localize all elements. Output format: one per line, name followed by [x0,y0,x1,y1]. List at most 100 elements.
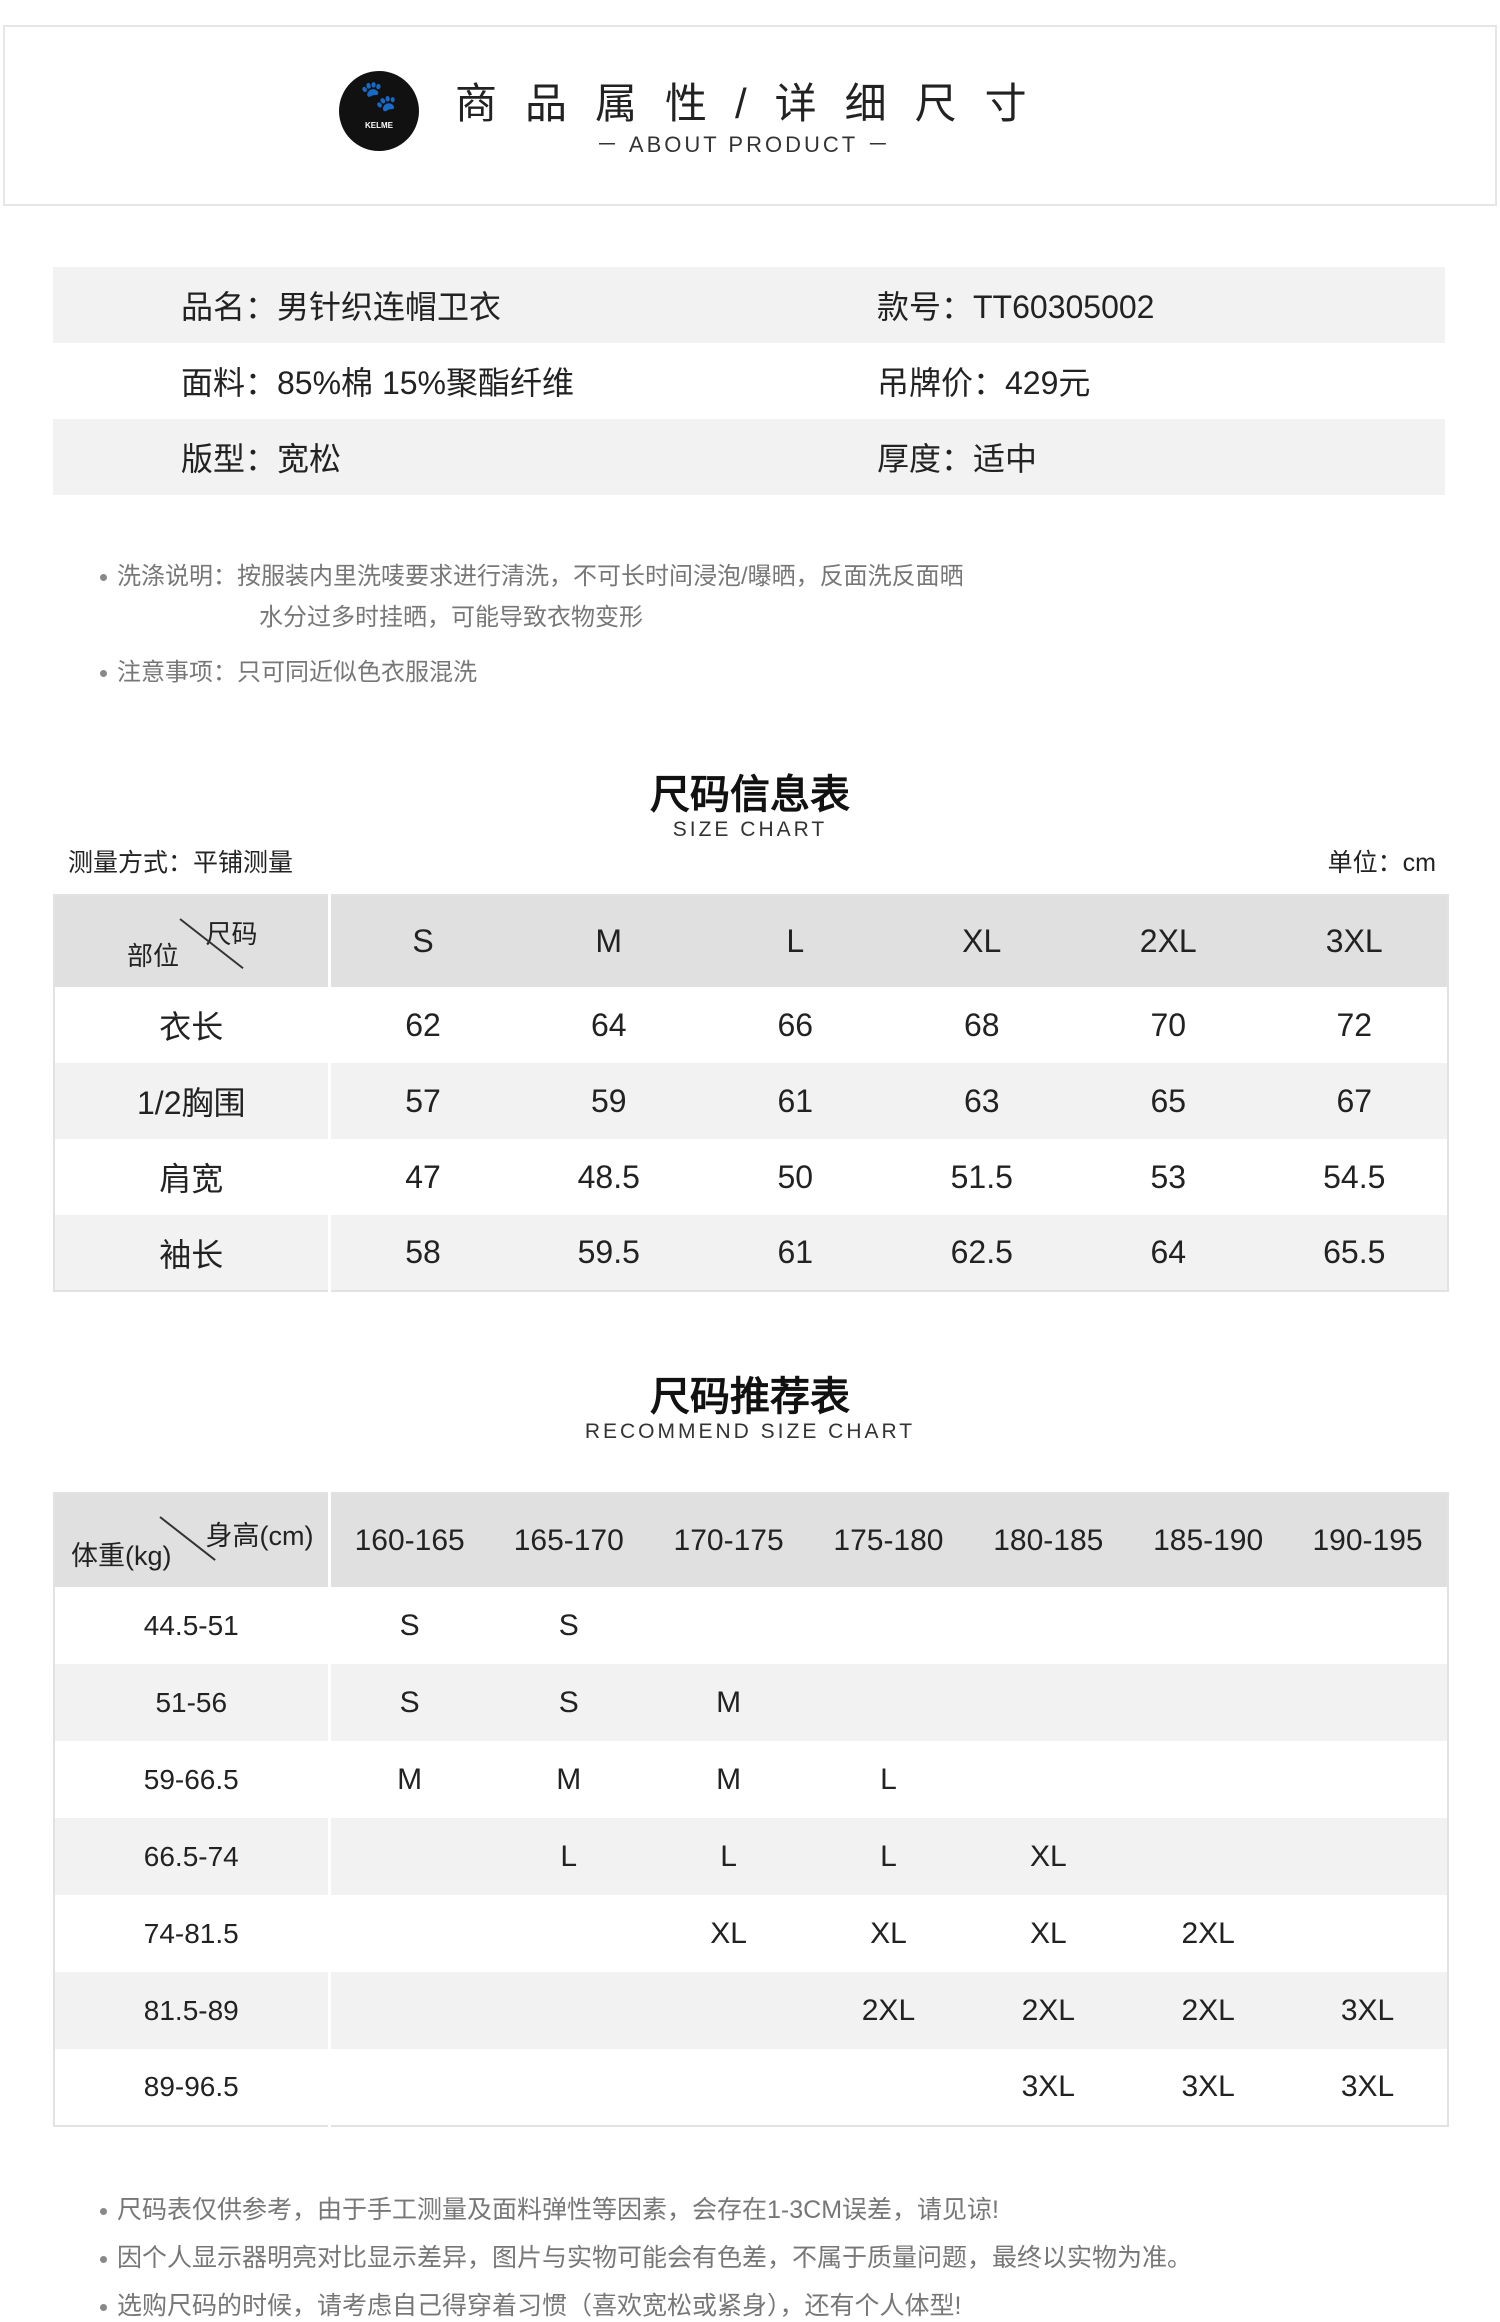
table-cell: 70 [1150,1006,1187,1043]
table-cell: 2XL [1181,1916,1235,1950]
column-header: S [329,895,516,987]
column-header: M [515,895,702,987]
table-cell: 68 [963,1006,1000,1043]
table-row: 89-96.5 3XL 3XL 3XL [54,2049,1448,2126]
table-cell: 59 [515,1063,702,1139]
table-row: 51-56 S S M [54,1664,1448,1741]
table-cell: 3XL [1021,2070,1075,2103]
table-cell [489,1895,649,1972]
size-chart-title: 尺码信息表 [650,773,850,817]
table-cell: M [397,1762,423,1796]
recommend-title: 尺码推荐表 [650,1375,850,1419]
column-header: 165-170 [488,1493,649,1587]
table-cell: 72 [1336,1006,1373,1043]
table-cell: 63 [888,1063,1075,1139]
table-row: 81.5-89 2XL 2XL 2XL 3XL [54,1972,1448,2049]
table-cell: 62 [405,1006,441,1043]
table-cell: 2XL [808,1972,969,2049]
table-cell: XL [968,1818,1129,1895]
table-cell: 65.5 [1261,1215,1448,1291]
bullet-icon [100,2303,107,2311]
table-cell: 57 [329,1063,516,1139]
table-cell: 2XL [968,1972,1129,2049]
table-cell: L [488,1818,649,1895]
table-cell [1128,1664,1289,1741]
corner-cell: 身高(cm) 体重(kg) [54,1493,331,1587]
row-label: 74-81.5 [54,1895,331,1972]
info-row: 版型：宽松 厚度：适中 [53,419,1445,495]
table-cell: S [329,1664,489,1741]
table-cell: 66 [777,1006,814,1043]
table-cell: S [488,1664,649,1741]
recommend-subtitle: RECOMMEND SIZE CHART [584,1420,916,1443]
wash-note: 洗涤说明：按服装内里洗唛要求进行清洗，不可长时间浸泡/曝晒，反面洗反面晒 [100,556,964,591]
info-row: 面料：85%棉 15%聚酯纤维 吊牌价：429元 [181,365,1091,401]
table-cell: 50 [777,1158,814,1195]
bullet-icon [100,574,107,582]
table-cell: S [399,1608,420,1642]
table-cell: 53 [1150,1158,1187,1195]
table-cell [808,1664,969,1741]
table-cell: M [556,1762,582,1796]
table-cell [968,1587,1128,1664]
table-row: 59-66.5 M M M L [54,1741,1448,1818]
table-cell: 64 [590,1006,627,1043]
table-cell: L [808,1818,969,1895]
table-cell [1128,1741,1288,1818]
bullet-icon [100,2255,107,2263]
column-header: 3XL [1261,895,1448,987]
table-row: 74-81.5 XL XL XL 2XL [54,1895,1448,1972]
table-cell [1288,1895,1448,1972]
measure-method: 测量方式：平铺测量 [68,849,294,877]
column-header: 2XL [1075,895,1262,987]
table-row: 66.5-74 L L L XL [54,1818,1448,1895]
table-cell [329,2049,489,2126]
info-row: 品名：男针织连帽卫衣 款号：TT60305002 [53,267,1445,343]
column-header: L [702,895,889,987]
table-cell [809,2049,969,2126]
table-cell: 61 [702,1063,889,1139]
table-cell: L [880,1762,897,1796]
table-cell: 59.5 [515,1215,702,1291]
bullet-icon [100,670,107,678]
table-cell [1288,1664,1448,1741]
row-label: 1/2胸围 [54,1063,331,1139]
table-cell: 65 [1075,1063,1262,1139]
footer-note: 尺码表仅供参考，由于手工测量及面料弹性等因素，会存在1-3CM误差，请见谅! [100,2190,999,2226]
table-cell: 64 [1075,1215,1262,1291]
kelme-logo: 🐾 KELME [339,71,419,151]
table-cell: S [558,1608,579,1642]
table-cell [1128,1587,1288,1664]
table-cell: 3XL [1288,1972,1448,2049]
table-cell [968,1741,1128,1818]
table-cell: 48.5 [577,1158,640,1195]
row-label: 51-56 [54,1664,331,1741]
table-cell: XL [710,1916,747,1950]
row-label: 89-96.5 [54,2049,331,2126]
table-cell [649,1587,809,1664]
column-header: XL [888,895,1075,987]
table-cell: L [648,1818,809,1895]
table-cell [329,1895,489,1972]
row-label: 59-66.5 [54,1741,331,1818]
size-chart-table: 尺码 部位 S M L XL 2XL 3XL 衣长 62 64 66 68 70 72 1/2胸围 57 59… [53,894,1449,1292]
table-cell: 51.5 [950,1158,1013,1195]
table-cell: 58 [329,1215,516,1291]
column-header: 170-175 [648,1493,809,1587]
header-box [3,25,1497,206]
table-cell: XL [1029,1916,1067,1950]
table-cell: 62.5 [888,1215,1075,1291]
table-cell [968,1664,1129,1741]
table-row: 44.5-51 S S [54,1587,1448,1664]
table-cell [329,1972,489,2049]
table-cell [489,2049,649,2126]
row-label: 袖长 [54,1215,331,1291]
table-cell [488,1972,649,2049]
table-row: 袖长 58 59.5 61 62.5 64 65.5 [54,1215,1448,1291]
table-cell [329,1818,489,1895]
table-cell [648,1972,809,2049]
page-title: 商品属性/详细尺寸 [455,80,1055,127]
table-cell [1288,1741,1448,1818]
table-cell: 61 [702,1215,889,1291]
corner-cell: 尺码 部位 [54,895,331,987]
